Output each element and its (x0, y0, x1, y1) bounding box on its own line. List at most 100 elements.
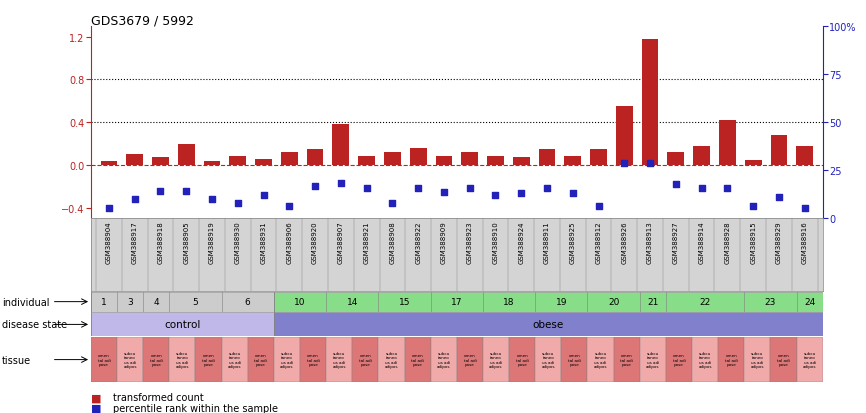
Bar (117, 337, 143, 382)
Bar (152, 158, 169, 166)
Bar (771, 337, 797, 382)
Text: subcu
taneo
us adi
adipos: subcu taneo us adi adipos (123, 351, 137, 368)
Text: GSM388931: GSM388931 (261, 221, 267, 264)
Text: GSM388905: GSM388905 (184, 221, 190, 263)
Bar (255, 159, 272, 166)
Text: 14: 14 (346, 297, 358, 306)
Text: 4: 4 (153, 297, 159, 306)
Text: subcu
taneo
us adi
adipos: subcu taneo us adi adipos (489, 351, 503, 368)
Text: tissue: tissue (2, 355, 31, 365)
Bar (487, 157, 504, 166)
Text: omen
tal adi
pose: omen tal adi pose (255, 354, 268, 366)
Text: omen
tal adi
pose: omen tal adi pose (620, 354, 633, 366)
Text: GSM388916: GSM388916 (802, 221, 808, 264)
Text: omen
tal adi
pose: omen tal adi pose (98, 354, 110, 366)
Bar (483, 337, 509, 382)
Bar (300, 337, 326, 382)
Text: omen
tal adi
pose: omen tal adi pose (568, 354, 581, 366)
Bar (229, 157, 246, 166)
Text: 15: 15 (399, 297, 410, 306)
Bar (274, 337, 300, 382)
Point (462, 186, 476, 192)
Point (772, 194, 785, 201)
Text: GSM388922: GSM388922 (415, 221, 421, 263)
Bar (642, 40, 658, 166)
Text: omen
tal adi
pose: omen tal adi pose (202, 354, 215, 366)
Text: omen
tal adi
pose: omen tal adi pose (777, 354, 790, 366)
Text: GSM388923: GSM388923 (467, 221, 473, 263)
Text: GSM388908: GSM388908 (390, 221, 396, 264)
Text: GSM388909: GSM388909 (441, 221, 447, 264)
Bar (274, 292, 823, 312)
Text: obese: obese (533, 320, 564, 330)
Text: GSM388912: GSM388912 (596, 221, 602, 263)
Bar (513, 158, 530, 166)
Text: 23: 23 (765, 297, 776, 306)
Point (231, 201, 245, 207)
Text: 5: 5 (192, 297, 198, 306)
Text: GSM388906: GSM388906 (287, 221, 293, 264)
Text: subcu
taneo
us adi
adipos: subcu taneo us adi adipos (594, 351, 607, 368)
Point (437, 189, 451, 195)
Text: subcu
taneo
us adi
adipos: subcu taneo us adi adipos (385, 351, 398, 368)
Text: 21: 21 (647, 297, 658, 306)
Text: transformed count: transformed count (113, 392, 204, 402)
Point (102, 205, 116, 211)
Bar (178, 144, 195, 166)
Bar (744, 337, 771, 382)
Bar (248, 337, 274, 382)
Bar (587, 337, 614, 382)
Bar (457, 337, 483, 382)
Point (565, 190, 579, 197)
Text: 24: 24 (804, 297, 815, 306)
Bar (307, 150, 324, 166)
Bar (170, 337, 196, 382)
Bar (462, 153, 478, 166)
Text: GSM388914: GSM388914 (699, 221, 705, 263)
Text: subcu
taneo
us adi
adipos: subcu taneo us adi adipos (176, 351, 189, 368)
Point (153, 188, 167, 195)
Text: ■: ■ (91, 403, 101, 413)
Bar (718, 337, 744, 382)
Bar (666, 337, 692, 382)
Bar (91, 292, 274, 312)
Text: subcu
taneo
us adi
adipos: subcu taneo us adi adipos (541, 351, 555, 368)
Text: omen
tal adi
pose: omen tal adi pose (725, 354, 738, 366)
Text: subcu
taneo
us adi
adipos: subcu taneo us adi adipos (698, 351, 712, 368)
Point (488, 192, 502, 199)
Point (205, 197, 219, 203)
Bar (430, 337, 457, 382)
Text: omen
tal adi
pose: omen tal adi pose (673, 354, 685, 366)
Text: GSM388928: GSM388928 (724, 221, 730, 263)
Bar (91, 337, 117, 382)
Text: GSM388926: GSM388926 (621, 221, 627, 263)
Text: GSM388919: GSM388919 (209, 221, 215, 264)
Text: GSM388917: GSM388917 (132, 221, 138, 264)
Text: GSM388910: GSM388910 (493, 221, 499, 264)
Text: subcu
taneo
us adi
adipos: subcu taneo us adi adipos (751, 351, 764, 368)
Text: individual: individual (2, 297, 49, 307)
Bar (797, 146, 813, 166)
Bar (590, 150, 607, 166)
Point (308, 184, 322, 190)
Bar (693, 146, 710, 166)
Text: subcu
taneo
us adi
adipos: subcu taneo us adi adipos (646, 351, 660, 368)
Text: 18: 18 (503, 297, 514, 306)
Bar (535, 337, 561, 382)
Bar (281, 153, 298, 166)
Text: 20: 20 (608, 297, 619, 306)
Point (643, 160, 657, 167)
Bar (616, 107, 633, 166)
Bar (143, 337, 170, 382)
Bar (436, 157, 452, 166)
Text: GSM388929: GSM388929 (776, 221, 782, 263)
Point (617, 160, 631, 167)
Text: control: control (165, 320, 201, 330)
Bar (222, 337, 248, 382)
Text: GSM388930: GSM388930 (235, 221, 241, 264)
Point (282, 203, 296, 209)
Text: GSM388907: GSM388907 (338, 221, 344, 264)
Point (334, 180, 348, 187)
Text: omen
tal adi
pose: omen tal adi pose (411, 354, 424, 366)
Point (256, 192, 270, 199)
